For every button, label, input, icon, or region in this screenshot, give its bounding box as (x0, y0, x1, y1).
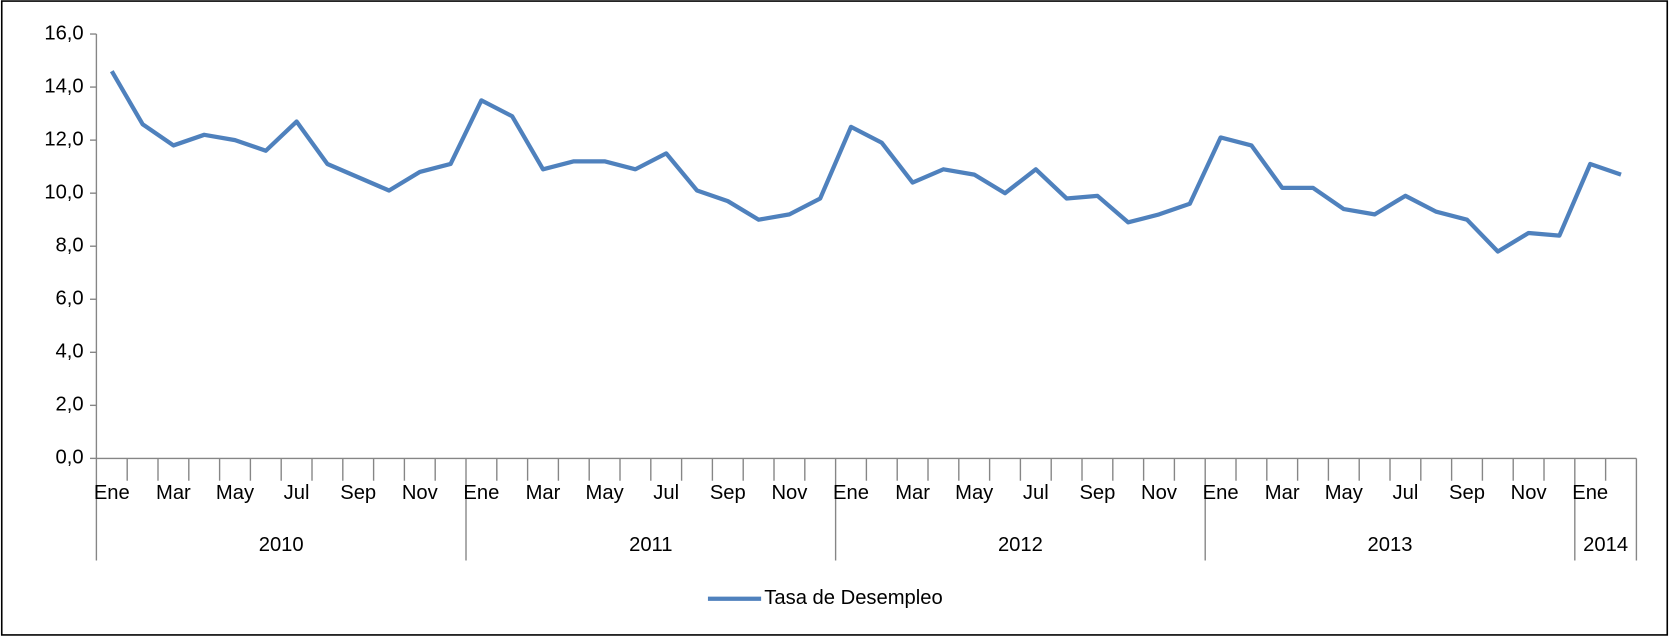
y-tick-label: 8,0 (56, 235, 84, 257)
series-line (109, 70, 1622, 254)
x-group-label: 2010 (259, 534, 304, 556)
x-tick-label: Nov (1511, 482, 1548, 504)
x-tick-label: Mar (156, 482, 191, 504)
y-tick-label: 10,0 (44, 182, 83, 204)
x-tick-label: Jul (284, 482, 310, 504)
x-group-label: 2012 (998, 534, 1043, 556)
x-group-label: 2013 (1368, 534, 1413, 556)
x-tick-label: May (955, 482, 994, 504)
x-tick-label: Sep (710, 482, 746, 504)
x-tick-label: Ene (1572, 482, 1608, 504)
x-tick-label: Sep (340, 482, 376, 504)
x-tick-label: Jul (1393, 482, 1419, 504)
y-tick-label: 16,0 (44, 22, 83, 44)
x-tick-label: Ene (1203, 482, 1239, 504)
legend-label: Tasa de Desempleo (764, 587, 942, 609)
x-tick-label: Sep (1449, 482, 1485, 504)
x-tick-label: Mar (895, 482, 930, 504)
y-tick-label: 14,0 (44, 75, 83, 97)
x-tick-label: Jul (1023, 482, 1049, 504)
x-tick-label: Ene (94, 482, 130, 504)
x-tick-label: Sep (1079, 482, 1115, 504)
x-group-label: 2011 (629, 534, 672, 556)
y-tick-label: 0,0 (56, 447, 84, 469)
x-tick-label: Nov (402, 482, 439, 504)
y-tick-label: 12,0 (44, 128, 83, 150)
x-tick-label: May (1325, 482, 1364, 504)
x-tick-label: May (216, 482, 255, 504)
x-tick-label: Mar (526, 482, 561, 504)
y-tick-label: 2,0 (56, 394, 84, 416)
x-tick-label: Ene (463, 482, 499, 504)
x-tick-label: Nov (771, 482, 808, 504)
x-group-label: 2014 (1583, 534, 1628, 556)
x-tick-label: Nov (1141, 482, 1178, 504)
y-tick-label: 4,0 (56, 341, 84, 363)
y-tick-label: 6,0 (56, 288, 84, 310)
x-tick-label: Ene (833, 482, 869, 504)
x-tick-label: Mar (1265, 482, 1300, 504)
x-tick-label: May (586, 482, 625, 504)
x-tick-label: Jul (653, 482, 679, 504)
